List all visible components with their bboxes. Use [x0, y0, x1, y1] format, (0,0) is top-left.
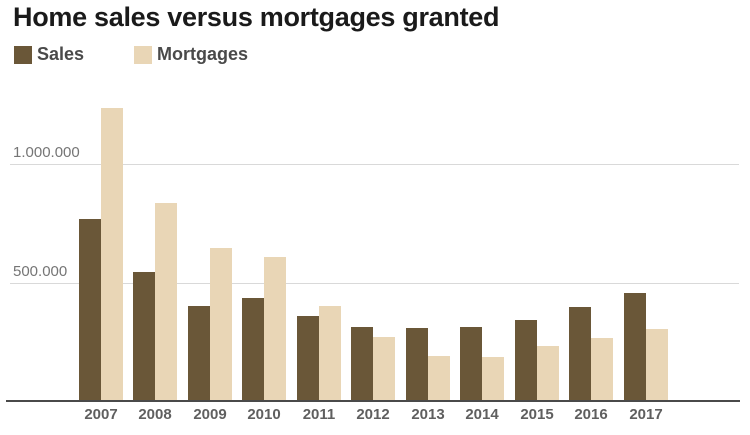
- bar-mortgages-2008: [155, 203, 177, 402]
- bar-sales-2010: [242, 298, 264, 402]
- x-axis-label-2017: 2017: [629, 406, 663, 423]
- bar-mortgages-2010: [264, 257, 286, 402]
- bar-mortgages-2015: [537, 346, 559, 402]
- x-axis-label-2009: 2009: [193, 406, 227, 423]
- bar-mortgages-2016: [591, 338, 613, 402]
- bar-sales-2012: [351, 327, 373, 402]
- legend-item-sales: Sales: [14, 44, 84, 65]
- bar-sales-2015: [515, 320, 537, 402]
- legend: Sales Mortgages: [14, 44, 248, 65]
- x-axis-label-2015: 2015: [520, 406, 554, 423]
- legend-item-mortgages: Mortgages: [134, 44, 248, 65]
- x-axis-label-2011: 2011: [302, 406, 336, 423]
- x-axis-line: [6, 400, 740, 402]
- bar-mortgages-2007: [101, 108, 123, 402]
- bar-sales-2014: [460, 327, 482, 402]
- legend-label-sales: Sales: [37, 44, 85, 64]
- gridline-1000000: [10, 164, 739, 165]
- bar-sales-2013: [406, 328, 428, 402]
- bar-mortgages-2012: [373, 337, 395, 402]
- bar-sales-2017: [624, 293, 646, 402]
- y-axis-tick-label: 500.000: [13, 263, 68, 280]
- gridline-500000: [10, 283, 739, 284]
- x-axis-label-2007: 2007: [84, 406, 118, 423]
- bar-mortgages-2009: [210, 248, 232, 402]
- y-axis-tick-label: 1.000.000: [13, 144, 80, 161]
- legend-label-mortgages: Mortgages: [157, 44, 249, 64]
- legend-swatch-mortgages: [134, 45, 153, 64]
- bar-mortgages-2013: [428, 356, 450, 402]
- x-axis-label-2008: 2008: [138, 406, 172, 423]
- bar-sales-2011: [297, 316, 319, 402]
- bar-mortgages-2011: [319, 306, 341, 402]
- bar-sales-2007: [79, 219, 101, 402]
- legend-swatch-sales: [14, 45, 32, 64]
- x-axis-label-2014: 2014: [465, 406, 499, 423]
- bar-mortgages-2017: [646, 329, 668, 402]
- chart-title: Home sales versus mortgages granted: [13, 2, 500, 32]
- x-axis-label-2013: 2013: [411, 406, 445, 423]
- bar-mortgages-2014: [482, 357, 504, 402]
- x-axis-label-2012: 2012: [356, 406, 390, 423]
- x-axis-label-2016: 2016: [574, 406, 608, 423]
- bar-sales-2009: [188, 306, 210, 402]
- bar-sales-2008: [133, 272, 155, 402]
- x-axis-label-2010: 2010: [247, 406, 281, 423]
- bar-sales-2016: [569, 307, 591, 402]
